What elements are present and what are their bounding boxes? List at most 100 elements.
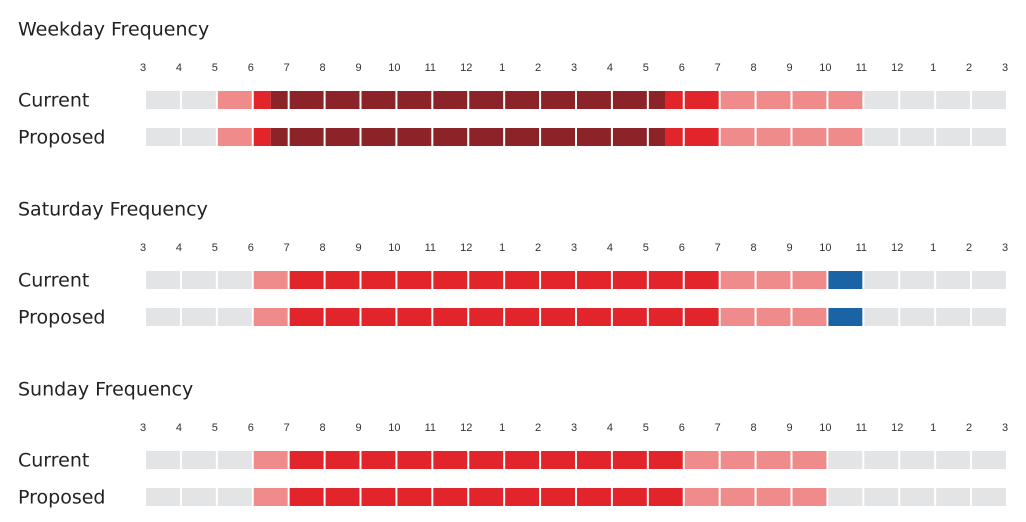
frequency-cell xyxy=(720,451,755,469)
hour-label: 4 xyxy=(607,422,613,434)
frequency-cell xyxy=(541,488,575,506)
hour-label: 7 xyxy=(715,242,721,254)
frequency-cell xyxy=(648,91,666,109)
hour-label: 11 xyxy=(856,422,867,434)
hour-label: 9 xyxy=(786,62,792,74)
hour-label: 1 xyxy=(930,242,936,254)
frequency-cell xyxy=(972,271,1006,289)
hour-label: 3 xyxy=(140,242,146,254)
hour-label: 5 xyxy=(643,242,649,254)
frequency-cell xyxy=(684,271,719,289)
hour-label: 8 xyxy=(320,242,326,254)
hour-label: 4 xyxy=(176,422,182,434)
hour-label: 8 xyxy=(320,62,326,74)
frequency-cell xyxy=(900,488,935,506)
frequency-cell xyxy=(181,271,216,289)
hour-label: 10 xyxy=(819,62,831,74)
frequency-cell xyxy=(936,128,971,146)
hour-label: 4 xyxy=(607,62,613,74)
frequency-cell xyxy=(792,488,827,506)
frequency-cell xyxy=(217,308,252,326)
frequency-cell xyxy=(900,271,935,289)
frequency-cell xyxy=(900,128,935,146)
frequency-cell xyxy=(146,91,180,109)
frequency-cell xyxy=(253,451,288,469)
hour-label: 5 xyxy=(212,62,218,74)
hour-label: 1 xyxy=(499,62,505,74)
frequency-cell xyxy=(253,128,271,146)
hour-label: 9 xyxy=(355,422,361,434)
frequency-cell xyxy=(541,91,575,109)
frequency-cell xyxy=(505,271,540,289)
frequency-cell xyxy=(433,271,468,289)
frequency-cell xyxy=(756,91,791,109)
frequency-cell xyxy=(505,308,540,326)
hour-label: 2 xyxy=(966,422,972,434)
hour-label: 4 xyxy=(176,62,182,74)
frequency-cell xyxy=(541,308,575,326)
hour-label: 9 xyxy=(786,242,792,254)
frequency-cell xyxy=(325,488,360,506)
hour-label: 12 xyxy=(460,242,472,254)
frequency-cell xyxy=(792,128,827,146)
frequency-cell xyxy=(648,308,683,326)
hour-label: 5 xyxy=(643,422,649,434)
frequency-cell xyxy=(397,488,432,506)
hour-label: 6 xyxy=(248,422,254,434)
frequency-cell xyxy=(792,91,827,109)
hour-label: 7 xyxy=(284,242,290,254)
hour-label: 11 xyxy=(425,62,436,74)
frequency-cell xyxy=(253,308,288,326)
frequency-cell xyxy=(756,451,791,469)
hour-label: 6 xyxy=(679,422,685,434)
frequency-cell xyxy=(864,128,899,146)
frequency-cell xyxy=(325,451,360,469)
frequency-cell xyxy=(505,91,540,109)
frequency-cell xyxy=(577,451,611,469)
frequency-cell xyxy=(397,271,432,289)
frequency-cell xyxy=(936,451,971,469)
frequency-cell xyxy=(828,271,863,289)
frequency-cell xyxy=(433,91,468,109)
hour-label: 7 xyxy=(284,62,290,74)
frequency-cell xyxy=(146,271,180,289)
frequency-cell xyxy=(792,271,827,289)
hour-label: 8 xyxy=(751,242,757,254)
hour-label: 12 xyxy=(460,62,472,74)
hour-label: 10 xyxy=(819,422,831,434)
hour-label: 4 xyxy=(607,242,613,254)
section-title: Weekday Frequency xyxy=(18,19,209,41)
frequency-cell xyxy=(541,271,575,289)
frequency-cell xyxy=(146,488,180,506)
frequency-cell xyxy=(217,271,252,289)
frequency-cell xyxy=(900,451,935,469)
hour-label: 8 xyxy=(751,62,757,74)
hour-label: 9 xyxy=(355,242,361,254)
section-title: Saturday Frequency xyxy=(18,199,208,221)
frequency-cell xyxy=(397,128,432,146)
hour-label: 3 xyxy=(1002,242,1008,254)
hour-label: 3 xyxy=(1002,62,1008,74)
frequency-cell xyxy=(936,91,971,109)
hour-label: 2 xyxy=(966,242,972,254)
frequency-cell xyxy=(469,91,504,109)
frequency-cell xyxy=(577,488,611,506)
frequency-cell xyxy=(612,128,647,146)
frequency-cell xyxy=(361,451,396,469)
hour-label: 10 xyxy=(819,242,831,254)
frequency-cell xyxy=(720,91,755,109)
frequency-cell xyxy=(577,308,611,326)
frequency-cell xyxy=(325,128,360,146)
hour-label: 11 xyxy=(856,62,867,74)
frequency-cell xyxy=(433,128,468,146)
frequency-cell xyxy=(181,128,216,146)
frequency-cell xyxy=(756,488,791,506)
hour-label: 1 xyxy=(499,422,505,434)
frequency-cell xyxy=(684,91,719,109)
frequency-cell xyxy=(505,128,540,146)
frequency-cell xyxy=(972,128,1006,146)
frequency-cell xyxy=(253,91,271,109)
hour-label: 3 xyxy=(1002,422,1008,434)
hour-label: 5 xyxy=(212,242,218,254)
